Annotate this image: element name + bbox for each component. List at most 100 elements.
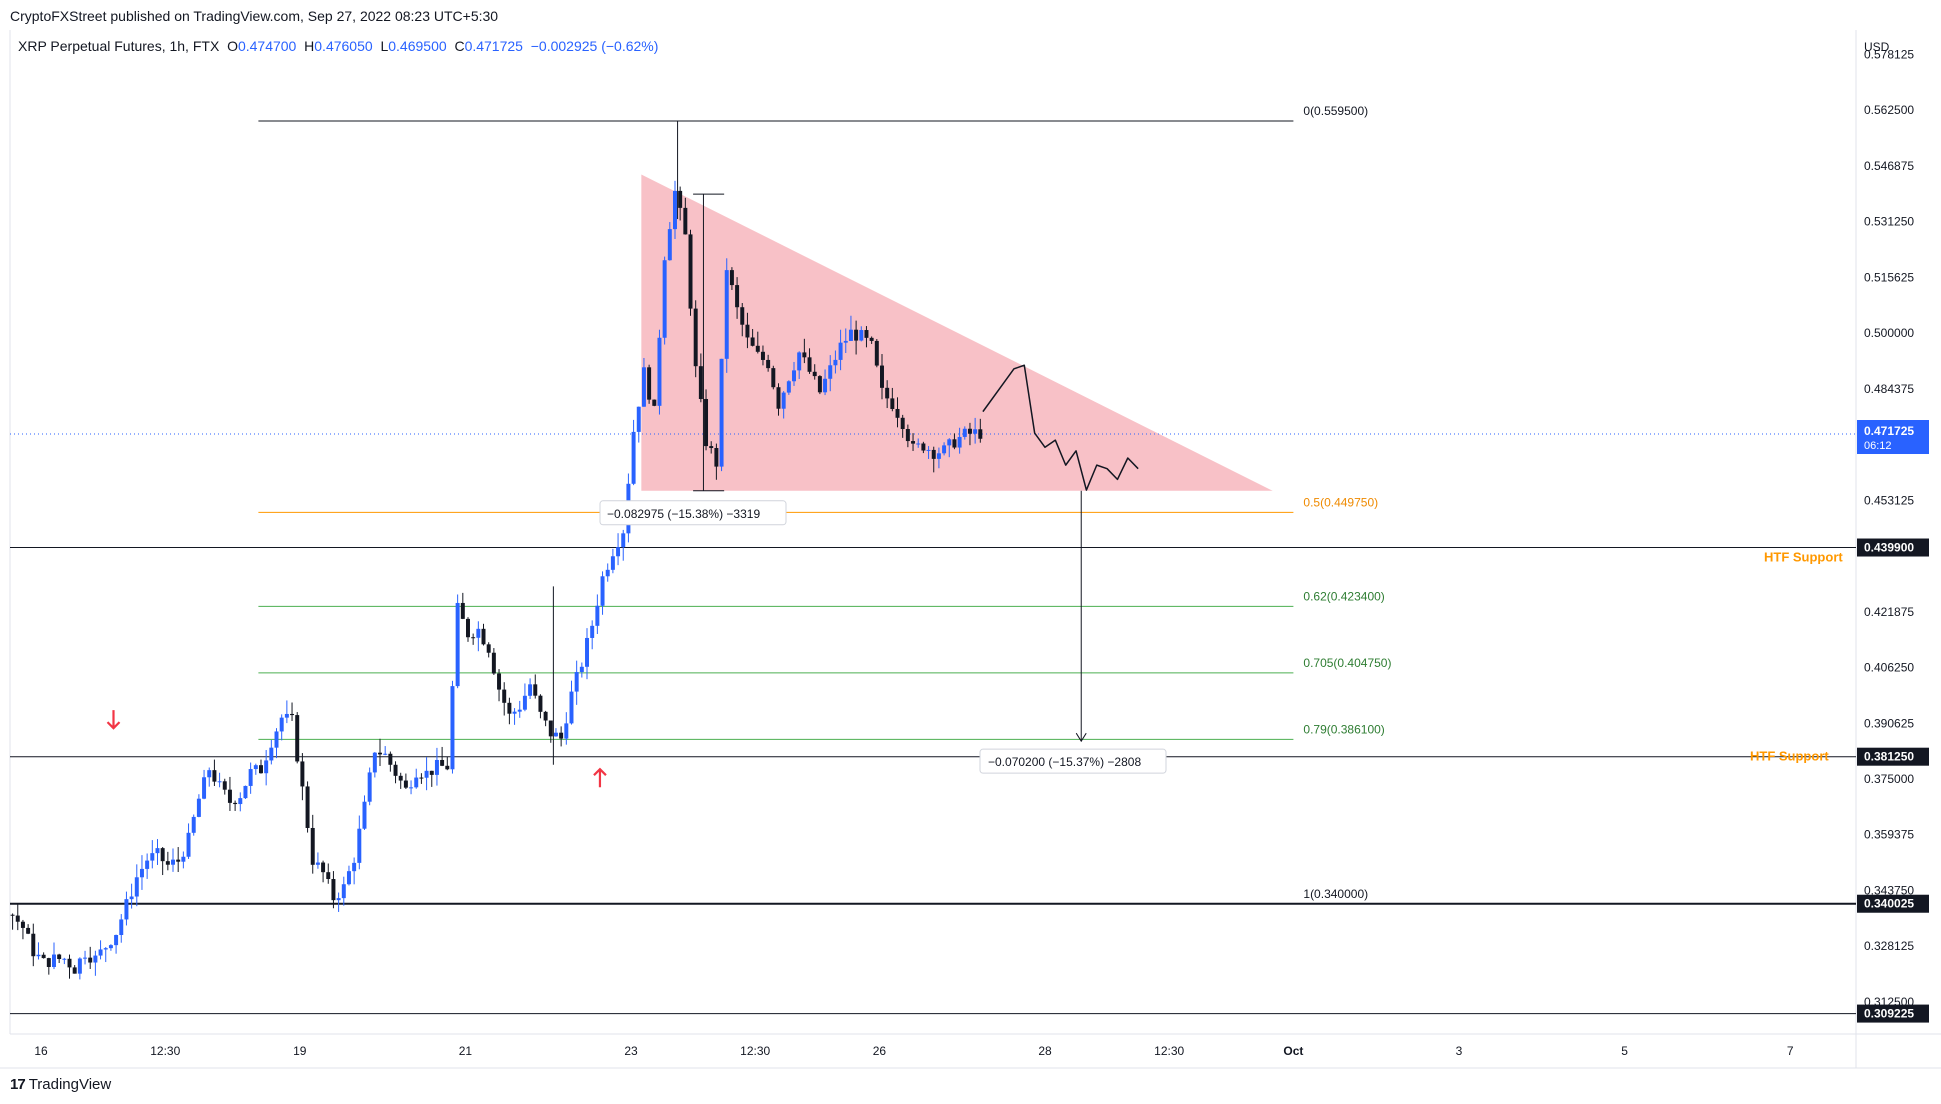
candle-body	[931, 449, 936, 459]
candle-body	[559, 732, 564, 739]
close-value: 0.471725	[464, 38, 523, 54]
candle-body	[150, 853, 155, 861]
candle-body	[729, 270, 734, 286]
candle-body	[838, 342, 843, 360]
candle-body	[72, 967, 77, 974]
candle-body	[378, 752, 382, 755]
candle-body	[326, 872, 331, 880]
time-tick: 16	[34, 1044, 48, 1058]
brand-name: TradingView	[28, 1076, 112, 1093]
candle-body	[41, 954, 46, 959]
time-tick: 3	[1456, 1044, 1463, 1058]
candle-body	[264, 760, 269, 774]
price-tick: 0.531250	[1864, 215, 1914, 229]
projection-path	[982, 364, 1139, 491]
candle-body	[315, 862, 320, 865]
htf-support-lower-annotation: HTF Support	[1750, 749, 1829, 764]
candle-body	[129, 896, 134, 900]
candle-body	[978, 429, 983, 439]
candle-body	[62, 958, 67, 960]
candle-body	[517, 709, 522, 712]
candle-body	[362, 801, 367, 829]
support-0.309225-axis-label: 0.309225	[1864, 1007, 1914, 1021]
price-tick: 0.562500	[1864, 103, 1914, 117]
candle-body	[926, 449, 931, 451]
tradingview-logo-icon: 17	[10, 1076, 26, 1093]
candle-body	[83, 957, 88, 959]
candle-body	[114, 935, 119, 946]
candle-body	[786, 381, 791, 393]
price-tick: 0.500000	[1864, 326, 1914, 340]
candle-body	[662, 260, 667, 338]
price-tick: 0.453125	[1864, 493, 1914, 507]
htf-support-upper-axis-label: 0.439900	[1864, 541, 1914, 555]
time-tick: 12:30	[740, 1044, 770, 1058]
time-tick: 19	[293, 1044, 307, 1058]
candle-body	[848, 329, 853, 341]
symbol-bar: XRP Perpetual Futures, 1h, FTX O0.474700…	[18, 38, 658, 54]
fib-0.79-label: 0.79(0.386100)	[1303, 722, 1384, 736]
candle-body	[854, 329, 859, 341]
candle-body	[491, 652, 496, 674]
plot-area	[10, 30, 1856, 1034]
candle-body	[217, 781, 222, 783]
candle-body	[621, 533, 626, 548]
candle-body	[476, 628, 481, 638]
candle-body	[543, 711, 548, 721]
support-0.340025-axis-tag	[1857, 894, 1929, 913]
candle-body	[911, 441, 916, 444]
candle-body	[569, 691, 574, 724]
tradingview-brand[interactable]: 17 TradingView	[10, 1076, 111, 1093]
candle-body	[548, 720, 553, 737]
last-price-label: 0.471725	[1864, 424, 1914, 438]
candle-body	[419, 777, 424, 779]
htf-support-lower-axis-tag	[1857, 747, 1929, 766]
candle-body	[300, 761, 305, 787]
candle-body	[797, 352, 802, 371]
candle-body	[471, 637, 476, 639]
candle-body	[460, 602, 465, 619]
time-tick: 23	[624, 1044, 638, 1058]
candle-body	[947, 439, 952, 446]
candle-body	[771, 368, 776, 388]
candle-body	[641, 367, 646, 407]
candle-body	[409, 787, 414, 789]
candle-body	[52, 954, 56, 967]
candle-body	[657, 337, 662, 406]
price-tick: 0.359375	[1864, 828, 1914, 842]
candle-body	[139, 868, 144, 878]
candle-body	[688, 234, 693, 309]
candle-body	[952, 439, 957, 448]
candle-body	[403, 780, 408, 788]
candle-body	[698, 366, 703, 399]
last-price-tag	[1857, 420, 1929, 455]
candle-body	[636, 406, 641, 432]
candle-body	[564, 723, 569, 739]
symbol-name[interactable]: XRP Perpetual Futures, 1h, FTX	[18, 38, 220, 54]
candle-body	[67, 958, 72, 968]
candle-body	[553, 732, 558, 737]
candle-body	[957, 436, 962, 448]
candle-body	[93, 955, 98, 963]
candle-body	[171, 859, 175, 865]
measure-1-label: −0.082975 (−15.38%) −3319	[607, 507, 760, 521]
candle-body	[269, 747, 274, 761]
candle-body	[714, 448, 719, 467]
candle-body	[973, 429, 978, 434]
candle-body	[222, 781, 227, 790]
candle-body	[398, 775, 403, 781]
time-tick: 12:30	[150, 1044, 180, 1058]
candle-body	[864, 330, 869, 338]
htf-support-upper-annotation: HTF Support	[1764, 550, 1843, 565]
down-arrow-icon	[106, 710, 121, 730]
candle-body	[967, 428, 972, 434]
candle-body	[890, 398, 895, 409]
candle-body	[916, 443, 921, 445]
candle-body	[817, 376, 822, 393]
candle-body	[590, 625, 595, 638]
candle-body	[108, 945, 113, 949]
candle-body	[155, 848, 160, 854]
high-label: H	[304, 38, 315, 54]
price-tick: 0.515625	[1864, 270, 1914, 284]
